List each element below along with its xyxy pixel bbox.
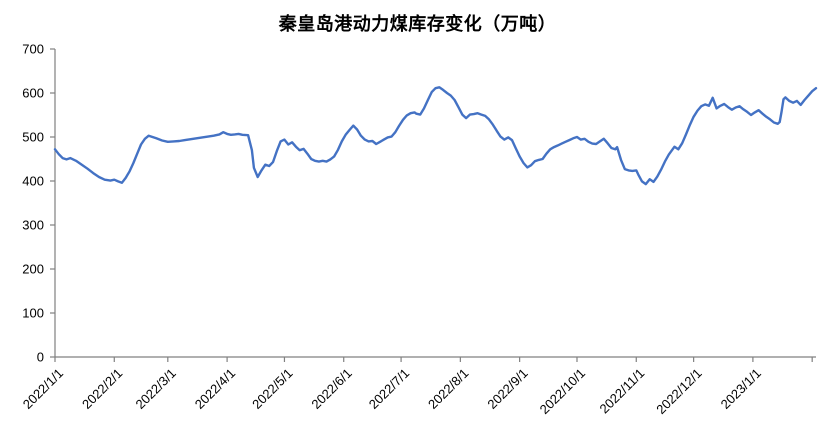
series-line-qhd-coal-inventory xyxy=(53,86,818,186)
y-axis-tick-label: 100 xyxy=(22,306,44,321)
x-axis-tick-label: 2022/3/1 xyxy=(133,366,179,412)
y-axis-tick-label: 0 xyxy=(37,350,44,365)
y-axis-tick-label: 700 xyxy=(22,42,44,57)
x-axis-tick-label: 2022/11/1 xyxy=(597,366,648,417)
x-axis-tick-label: 2022/9/1 xyxy=(484,366,530,412)
y-axis-tick-label: 300 xyxy=(22,218,44,233)
x-axis-tick-label: 2022/10/1 xyxy=(537,366,589,418)
x-axis-tick-label: 2022/5/1 xyxy=(249,366,295,412)
x-axis-tick-label: 2022/7/1 xyxy=(366,366,412,412)
y-axis-tick-label: 400 xyxy=(22,174,44,189)
x-axis-tick-label: 2023/1/1 xyxy=(718,366,764,412)
chart-title: 秦皇岛港动力煤库存变化（万吨） xyxy=(278,14,557,34)
y-axis-tick-label: 600 xyxy=(22,86,44,101)
x-axis-tick-label: 2022/12/1 xyxy=(653,366,705,418)
y-axis-tick-label: 200 xyxy=(22,262,44,277)
x-axis-tick-label: 2022/6/1 xyxy=(308,366,354,412)
x-axis-tick-label: 2022/4/1 xyxy=(192,366,238,412)
x-axis-tick-label: 2022/2/1 xyxy=(79,366,125,412)
x-axis-tick-label: 2022/1/1 xyxy=(20,366,66,412)
x-axis-tick-label: 2022/8/1 xyxy=(425,366,471,412)
y-axis-tick-label: 500 xyxy=(22,130,44,145)
